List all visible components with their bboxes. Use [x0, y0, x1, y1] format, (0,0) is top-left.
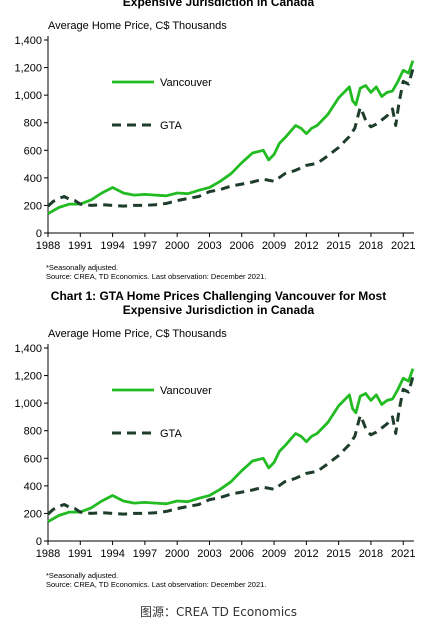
top-chart-title-partial: Expensive Jurisdiction in Canada: [122, 0, 315, 9]
x-tick-label: 2009: [262, 240, 286, 252]
x-tick-label: 2021: [391, 240, 415, 252]
x-tick-label: 2000: [165, 240, 189, 252]
x-tick-label: 1994: [100, 548, 124, 560]
y-tick-label: 0: [36, 228, 42, 240]
x-tick-label: 1988: [36, 240, 60, 252]
image-caption: 图源：CREA TD Economics: [139, 605, 298, 619]
chart-plot-2: 0 200 400 600 800 1,000 1,200 1,400 1988 1991 1994…: [14, 343, 415, 560]
x-tick-label: 2018: [359, 548, 383, 560]
y-tick-label: 400: [24, 173, 42, 185]
y-tick-label: 1,200: [14, 63, 42, 75]
chart-notes-1: *Seasonally adjusted. Source: CREA, TD E…: [46, 263, 266, 281]
y-tick-label: 1,000: [14, 398, 42, 410]
y-tick-label: 800: [24, 426, 42, 438]
y-tick-label: 200: [24, 508, 42, 520]
y-tick-label: 800: [24, 118, 42, 130]
y-tick-label: 1,400: [14, 35, 42, 47]
x-tick-label: 1991: [68, 548, 92, 560]
x-tick-label: 2021: [391, 548, 415, 560]
chart-panel-2: Average Home Price, C$ Thousands 0 200 400…: [0, 328, 437, 598]
x-tick-label: 2009: [262, 548, 286, 560]
series-line-vancouver: [47, 368, 415, 523]
x-tick-label: 2018: [359, 240, 383, 252]
y-tick-label: 0: [36, 536, 42, 548]
y-tick-label: 600: [24, 453, 42, 465]
note-line-seasonal: *Seasonally adjusted.: [46, 571, 119, 580]
legend-label-vancouver: Vancouver: [160, 77, 212, 89]
y-tick-label: 1,200: [14, 371, 42, 383]
x-tick-label: 1994: [100, 240, 124, 252]
x-tick-label: 2015: [326, 548, 350, 560]
y-tick-label: 200: [24, 200, 42, 212]
y-tick-label: 400: [24, 481, 42, 493]
chart-panel-1: Average Home Price, C$ Thousands 0 200 400…: [0, 20, 437, 284]
legend-label-gta: GTA: [160, 120, 182, 132]
x-tick-label: 2012: [294, 240, 318, 252]
x-tick-label: 1988: [36, 548, 60, 560]
note-line-source: Source: CREA, TD Economics. Last observa…: [46, 580, 267, 589]
chart-title: Chart 1: GTA Home Prices Challenging Van…: [50, 289, 387, 317]
x-tick-label: 2015: [326, 240, 350, 252]
chart-notes-2: *Seasonally adjusted. Source: CREA, TD E…: [46, 571, 266, 589]
legend-label-vancouver: Vancouver: [160, 385, 212, 397]
y-tick-label: 600: [24, 145, 42, 157]
x-tick-label: 2012: [294, 548, 318, 560]
note-line-source: Source: CREA, TD Economics. Last observa…: [46, 272, 267, 281]
x-tick-label: 1997: [133, 548, 157, 560]
series-line-gta: [47, 376, 415, 516]
note-line-seasonal: *Seasonally adjusted.: [46, 263, 119, 272]
x-tick-label: 2000: [165, 548, 189, 560]
series-line-gta: [47, 68, 415, 208]
series-line-vancouver: [47, 60, 415, 215]
y-tick-label: 1,000: [14, 90, 42, 102]
x-tick-label: 1991: [68, 240, 92, 252]
y-axis-label: Average Home Price, C$ Thousands: [48, 20, 227, 32]
x-tick-label: 2003: [197, 548, 221, 560]
x-tick-label: 2006: [230, 240, 254, 252]
x-tick-label: 2003: [197, 240, 221, 252]
legend-label-gta: GTA: [160, 428, 182, 440]
y-tick-label: 1,400: [14, 343, 42, 355]
chart-plot-1: 0 200 400 600 800 1,000 1,200 1,400 1988 1991 1994…: [14, 35, 415, 252]
x-tick-label: 2006: [230, 548, 254, 560]
x-tick-label: 1997: [133, 240, 157, 252]
y-axis-label: Average Home Price, C$ Thousands: [48, 328, 227, 340]
